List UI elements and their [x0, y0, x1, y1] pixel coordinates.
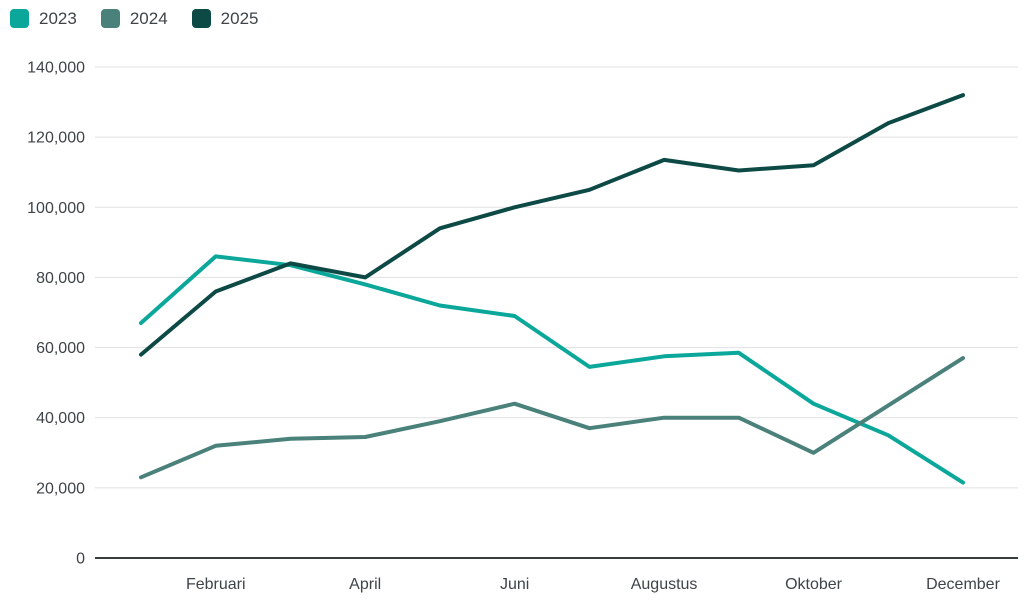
legend-label-2025: 2025: [220, 9, 259, 28]
series-line-2023: [139, 254, 965, 485]
y-tick-label: 40,000: [36, 410, 85, 427]
x-tick-label: April: [349, 576, 381, 593]
x-tick-label: December: [926, 576, 1000, 593]
series-line-2025: [139, 93, 965, 357]
y-tick-label: 80,000: [36, 270, 85, 287]
x-tick-label: Juni: [500, 576, 529, 593]
x-tick-label: Februari: [186, 576, 246, 593]
gridlines: [95, 66, 1018, 559]
series-line-2024: [139, 356, 965, 480]
legend-swatch-2024-icon: [100, 9, 120, 28]
y-tick-label: 60,000: [36, 340, 85, 357]
x-axis-labels: Februari April Juni Augustus Oktober December: [186, 576, 1001, 593]
legend-label-2023: 2023: [39, 9, 77, 28]
y-tick-label: 100,000: [27, 200, 85, 217]
legend-item-2024[interactable]: 2024: [100, 9, 168, 28]
legend-item-2023[interactable]: 2023: [10, 9, 77, 28]
legend-label-2024: 2024: [129, 9, 168, 28]
y-axis-labels: 0 20,000 40,000 60,000 80,000 100,000 120,000 1…: [27, 60, 85, 568]
y-tick-label: 120,000: [27, 130, 85, 147]
legend-swatch-2025-icon: [191, 9, 211, 28]
y-tick-label: 20,000: [36, 480, 85, 497]
legend: 2023 2024 2025: [10, 9, 258, 28]
legend-swatch-2023-icon: [10, 9, 29, 28]
y-tick-label: 0: [76, 551, 85, 568]
y-tick-label: 140,000: [27, 60, 85, 77]
x-tick-label: Oktober: [785, 576, 843, 593]
x-tick-label: Augustus: [631, 576, 698, 593]
legend-item-2025[interactable]: 2025: [191, 9, 259, 28]
